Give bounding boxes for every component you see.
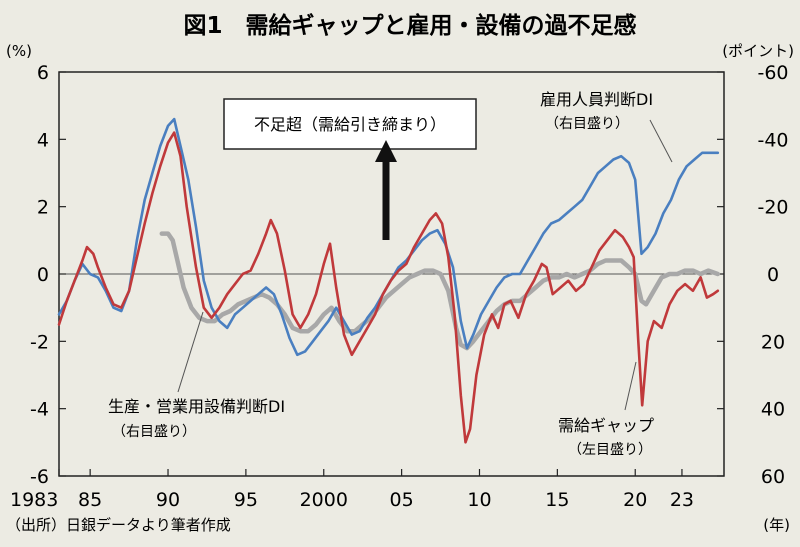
x-tick-label: 90 — [156, 489, 180, 511]
equipment-di-line — [159, 231, 721, 351]
x-tick-label: 1983 — [10, 489, 58, 511]
x-axis-ticks: 1983 85 90 95 2000 05 10 15 20 23 — [10, 469, 694, 511]
right-tick-label: 0 — [767, 264, 779, 286]
right-tick-label: -40 — [757, 129, 788, 151]
left-tick-label: 2 — [37, 197, 49, 219]
right-tick-label: -60 — [757, 62, 788, 84]
right-axis-ticks: -60 -40 -20 0 20 40 60 — [717, 62, 789, 488]
x-tick-label: 20 — [623, 489, 647, 511]
employment-leader — [649, 119, 673, 163]
right-tick-label: 40 — [761, 399, 785, 421]
left-tick-label: -6 — [30, 466, 49, 488]
equipment-leader — [177, 311, 204, 393]
x-tick-label: 05 — [390, 489, 414, 511]
left-tick-label: 0 — [37, 264, 49, 286]
up-arrow-icon — [375, 140, 397, 162]
x-tick-label: 15 — [545, 489, 569, 511]
x-axis-unit: (年) — [763, 516, 790, 534]
gap-leader — [624, 361, 637, 411]
left-axis-ticks: 6 4 2 0 -2 -4 -6 — [30, 62, 66, 488]
right-tick-label: -20 — [757, 197, 788, 219]
x-tick-label: 85 — [78, 489, 102, 511]
source-note: （出所）日銀データより筆者作成 — [6, 516, 231, 534]
gap-label: 需給ギャップ — [558, 416, 654, 435]
series-layer — [57, 117, 721, 444]
right-tick-label: 60 — [761, 466, 785, 488]
employment-sub: （右目盛り） — [545, 116, 629, 132]
equipment-label: 生産・営業用設備判断DI — [108, 397, 285, 416]
annotation-box — [223, 98, 477, 150]
employment-label: 雇用人員判断DI — [540, 90, 653, 109]
x-tick-label: 23 — [670, 489, 694, 511]
left-tick-label: -2 — [30, 331, 49, 353]
gap-sub: （左目盛り） — [568, 442, 652, 458]
demand-gap-line — [57, 131, 720, 444]
left-tick-label: -4 — [30, 399, 49, 421]
right-axis-unit: (ポイント) — [722, 42, 794, 60]
x-tick-label: 10 — [467, 489, 491, 511]
x-tick-label: 95 — [234, 489, 258, 511]
left-tick-label: 6 — [37, 62, 49, 84]
annotation-box-label: 不足超（需給引き締まり） — [254, 115, 446, 134]
left-axis-unit: (%) — [6, 42, 32, 60]
chart-title: 図1 需給ギャップと雇用・設備の過不足感 — [183, 12, 636, 39]
equipment-sub: （右目盛り） — [112, 424, 196, 440]
x-tick-label: 2000 — [300, 489, 348, 511]
right-tick-label: 20 — [761, 331, 785, 353]
left-tick-label: 4 — [37, 129, 49, 151]
